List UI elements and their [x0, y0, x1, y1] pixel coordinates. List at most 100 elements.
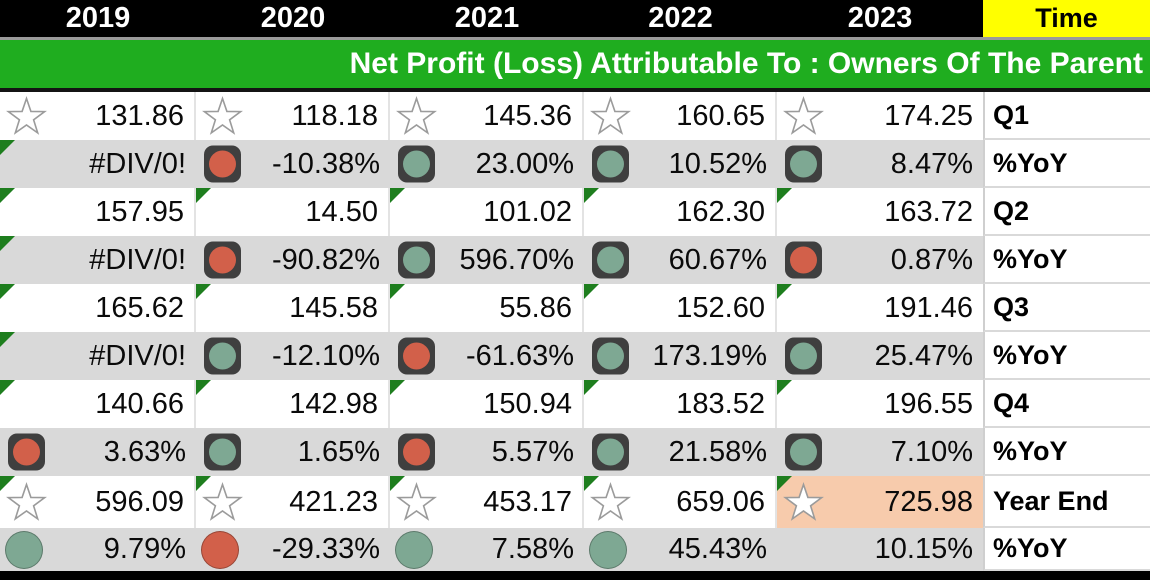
cell-value: 157.95	[95, 195, 184, 228]
data-cell[interactable]: #DIV/0!	[0, 236, 196, 284]
header-year-2020[interactable]: 2020	[260, 2, 326, 34]
row-label-cell[interactable]: %YoY	[983, 332, 1150, 380]
data-cell[interactable]: 140.66	[0, 380, 196, 428]
comment-triangle-icon	[196, 476, 211, 491]
data-cell[interactable]: 183.52	[584, 380, 777, 428]
data-cell[interactable]: 0.87%	[777, 236, 983, 284]
data-cell[interactable]: 5.57%	[390, 428, 584, 476]
up-indicator-icon	[398, 145, 435, 183]
header-year-2022[interactable]: 2022	[648, 2, 713, 34]
data-cell[interactable]: -12.10%	[196, 332, 390, 380]
data-cell[interactable]: #DIV/0!	[0, 332, 196, 380]
data-cell[interactable]: -10.38%	[196, 140, 390, 188]
star-icon	[590, 482, 631, 521]
data-cell[interactable]: 145.36	[390, 92, 584, 140]
data-cell[interactable]: 60.67%	[584, 236, 777, 284]
status-dot-icon	[403, 246, 430, 274]
data-cell[interactable]: -61.63%	[390, 332, 584, 380]
table-row: 165.62 145.58 55.86 152.60 191.46 Q3	[0, 284, 1150, 332]
data-cell[interactable]: 162.30	[584, 188, 777, 236]
table-title[interactable]: Net Profit (Loss) Attributable To : Owne…	[0, 40, 1150, 88]
down-indicator-icon	[8, 433, 45, 471]
data-cell[interactable]: 150.94	[390, 380, 584, 428]
data-cell[interactable]: 725.98	[777, 476, 983, 528]
star-icon	[396, 482, 437, 521]
data-cell[interactable]: 160.65	[584, 92, 777, 140]
row-label-cell[interactable]: Q2	[983, 188, 1150, 236]
data-cell[interactable]: 453.17	[390, 476, 584, 528]
data-cell[interactable]: 118.18	[196, 92, 390, 140]
table-row: #DIV/0! -12.10% -61.63% 173.19% 25.47% %YoY	[0, 332, 1150, 380]
data-cell[interactable]: 7.58%	[390, 528, 584, 571]
data-cell[interactable]: 23.00%	[390, 140, 584, 188]
cell-value: -61.63%	[465, 339, 574, 372]
data-cell[interactable]: 7.10%	[777, 428, 983, 476]
row-label-cell[interactable]: Year End	[983, 476, 1150, 528]
up-indicator-icon	[592, 433, 629, 471]
table-row: #DIV/0! -10.38% 23.00% 10.52% 8.47% %YoY	[0, 140, 1150, 188]
row-label-cell[interactable]: %YoY	[983, 528, 1150, 571]
cell-value: 60.67%	[668, 243, 767, 276]
header-time[interactable]: Time	[983, 0, 1150, 37]
data-cell[interactable]: 196.55	[777, 380, 983, 428]
data-cell[interactable]: 25.47%	[777, 332, 983, 380]
data-cell[interactable]: 55.86	[390, 284, 584, 332]
data-cell[interactable]: 165.62	[0, 284, 196, 332]
cell-value: -90.82%	[271, 243, 380, 276]
star-icon	[396, 96, 437, 135]
row-label-cell[interactable]: Q4	[983, 380, 1150, 428]
comment-triangle-icon	[777, 284, 792, 299]
data-cell[interactable]: 174.25	[777, 92, 983, 140]
data-cell[interactable]: 596.70%	[390, 236, 584, 284]
data-cell[interactable]: 157.95	[0, 188, 196, 236]
data-cell[interactable]: 173.19%	[584, 332, 777, 380]
comment-triangle-icon	[390, 284, 405, 299]
header-year-2019[interactable]: 2019	[65, 2, 131, 34]
cell-value: 145.58	[289, 291, 378, 324]
row-label-cell[interactable]: %YoY	[983, 140, 1150, 188]
data-cell[interactable]: 191.46	[777, 284, 983, 332]
row-label-cell[interactable]: Q3	[983, 284, 1150, 332]
table-row: 140.66 142.98 150.94 183.52 196.55 Q4	[0, 380, 1150, 428]
data-cell[interactable]: 659.06	[584, 476, 777, 528]
cell-value: 3.63%	[103, 435, 186, 468]
cell-value: 21.58%	[668, 435, 767, 468]
data-cell[interactable]: 131.86	[0, 92, 196, 140]
data-cell[interactable]: 8.47%	[777, 140, 983, 188]
up-indicator-icon	[785, 145, 822, 183]
data-cell[interactable]: -29.33%	[196, 528, 390, 571]
data-cell[interactable]: 101.02	[390, 188, 584, 236]
cell-value: 145.36	[483, 99, 572, 132]
cell-value: 10.52%	[668, 147, 767, 180]
data-cell[interactable]: 10.15%	[777, 528, 983, 571]
year-header-row: 2019 2020 2021 2022 2023 Time	[0, 0, 1150, 37]
data-cell[interactable]: 21.58%	[584, 428, 777, 476]
comment-triangle-icon	[390, 380, 405, 395]
data-cell[interactable]: 421.23	[196, 476, 390, 528]
row-label-cell[interactable]: Q1	[983, 92, 1150, 140]
data-cell[interactable]: 596.09	[0, 476, 196, 528]
comment-triangle-icon	[0, 284, 15, 299]
cell-value: 9.79%	[103, 533, 186, 565]
data-cell[interactable]: 10.52%	[584, 140, 777, 188]
up-indicator-icon	[785, 433, 822, 471]
header-year-2021[interactable]: 2021	[454, 2, 520, 34]
row-label-cell[interactable]: %YoY	[983, 428, 1150, 476]
data-cell[interactable]: -90.82%	[196, 236, 390, 284]
data-cell[interactable]: 163.72	[777, 188, 983, 236]
data-cell[interactable]: 45.43%	[584, 528, 777, 571]
header-year-2023[interactable]: 2023	[847, 2, 913, 34]
comment-triangle-icon	[0, 188, 15, 203]
row-label-cell[interactable]: %YoY	[983, 236, 1150, 284]
comment-triangle-icon	[0, 236, 15, 251]
data-cell[interactable]: #DIV/0!	[0, 140, 196, 188]
data-cell[interactable]: 9.79%	[0, 528, 196, 571]
data-cell[interactable]: 145.58	[196, 284, 390, 332]
data-cell[interactable]: 142.98	[196, 380, 390, 428]
data-cell[interactable]: 14.50	[196, 188, 390, 236]
data-cell[interactable]: 152.60	[584, 284, 777, 332]
row-label: %YoY	[993, 339, 1068, 370]
data-cell[interactable]: 1.65%	[196, 428, 390, 476]
data-cell[interactable]: 3.63%	[0, 428, 196, 476]
